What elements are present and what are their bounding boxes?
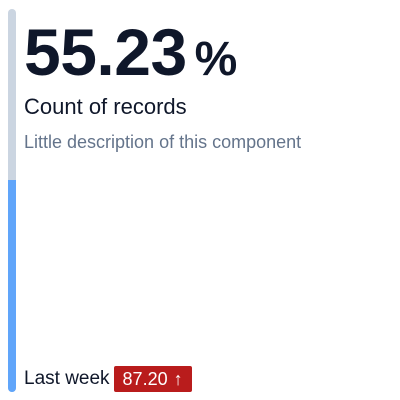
metric-unit: % [194, 33, 238, 86]
comparison-value: 87.20 [122, 368, 168, 389]
card-description: Little description of this component [24, 132, 302, 152]
progress-gauge [8, 9, 16, 392]
metric-display: 55.23% [24, 12, 237, 100]
metric-value: 55.23 [24, 15, 187, 89]
comparison-footer: Last week 87.20 ↑ [24, 366, 192, 392]
progress-gauge-fill [8, 180, 16, 392]
card-title: Count of records [24, 94, 187, 119]
comparison-badge: 87.20 ↑ [113, 366, 192, 392]
comparison-label: Last week [24, 368, 110, 389]
arrow-up-icon: ↑ [173, 368, 183, 389]
